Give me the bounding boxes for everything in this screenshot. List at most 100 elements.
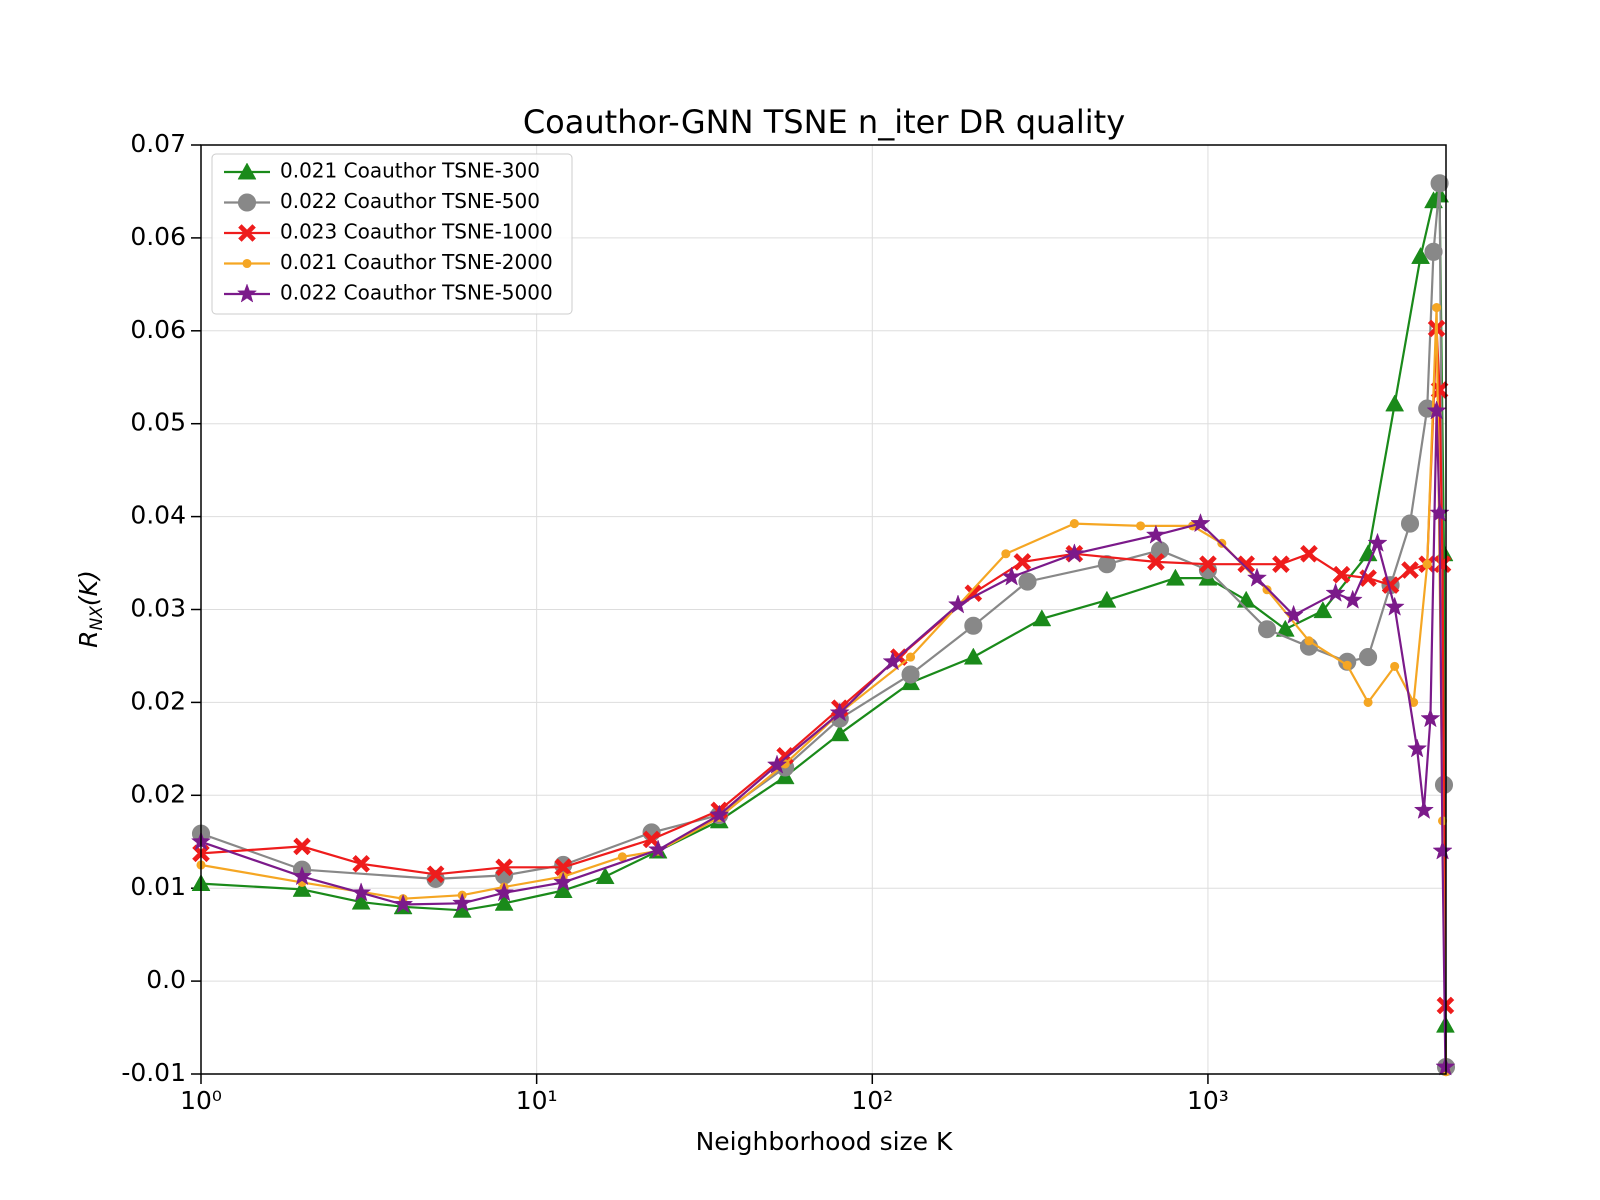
marker [426, 865, 445, 884]
legend-label: 0.022 Coauthor TSNE-500 [280, 189, 540, 213]
marker [242, 258, 252, 269]
marker [1313, 601, 1333, 619]
marker [1136, 521, 1146, 531]
marker [1257, 620, 1277, 639]
marker [238, 224, 256, 242]
marker [392, 893, 414, 914]
marker [1424, 242, 1443, 261]
marker [1199, 555, 1217, 574]
marker [1432, 303, 1442, 313]
marker [1384, 596, 1405, 616]
marker [292, 879, 312, 897]
marker [766, 754, 788, 774]
y-label-sub: NX [87, 606, 107, 631]
marker [494, 893, 514, 911]
marker [1411, 246, 1430, 264]
marker [1342, 589, 1363, 609]
marker [1385, 394, 1405, 412]
marker [350, 882, 372, 902]
chart-title: Coauthor-GNN TSNE n_iter DR quality [523, 103, 1125, 141]
series-line [200, 192, 1447, 1026]
marker [947, 594, 969, 614]
marker [1246, 567, 1268, 587]
marker [1406, 738, 1428, 758]
marker [1064, 543, 1085, 563]
marker [1001, 549, 1011, 559]
marker [642, 830, 661, 849]
marker [1325, 582, 1346, 602]
y-label-main: R [74, 630, 103, 647]
marker [1367, 532, 1388, 552]
marker [1420, 708, 1441, 728]
marker [237, 193, 257, 212]
marker [647, 839, 669, 859]
marker [1342, 660, 1352, 670]
x-tick-label: 10³ [1187, 1086, 1229, 1115]
marker [1432, 840, 1453, 860]
marker [291, 865, 313, 886]
y-axis-label: RNX(K) [74, 570, 107, 648]
y-tick-label: 0.04 [130, 501, 186, 530]
marker [1165, 568, 1185, 586]
legend-label: 0.022 Coauthor TSNE-5000 [280, 281, 553, 305]
marker [1190, 512, 1211, 533]
legend: 0.021 Coauthor TSNE-300 0.022 Coauthor TS… [211, 153, 573, 315]
marker [1097, 590, 1117, 608]
y-tick-label: -0.01 [121, 1058, 186, 1087]
y-tick-label: 0.05 [130, 408, 186, 437]
series-line [200, 307, 1448, 1072]
marker [1332, 565, 1351, 584]
marker [351, 892, 371, 910]
y-tick-label: 0.0 [146, 965, 186, 994]
marker [1145, 524, 1167, 544]
marker [1237, 555, 1256, 574]
marker [1283, 604, 1304, 624]
marker [1413, 799, 1435, 820]
x-tick-label: 10⁰ [180, 1086, 222, 1115]
series-line [200, 410, 1447, 1068]
marker [1359, 648, 1378, 667]
marker [1097, 555, 1116, 574]
x-tick-label: 10² [851, 1086, 893, 1115]
marker [452, 892, 473, 912]
marker [495, 858, 514, 877]
marker [293, 837, 311, 856]
marker [1390, 661, 1400, 671]
marker [882, 651, 903, 671]
marker [617, 852, 627, 862]
marker [1236, 590, 1256, 608]
y-tick-label: 0.02 [130, 779, 186, 808]
marker [905, 652, 916, 662]
marker [964, 616, 983, 635]
y-tick-label: 0.07 [130, 129, 186, 158]
marker [963, 647, 983, 665]
y-tick-label: 0.06 [130, 315, 186, 344]
marker [1304, 636, 1314, 646]
marker [1013, 552, 1032, 571]
marker [1001, 566, 1022, 586]
marker [1363, 697, 1373, 707]
x-axis-label: Neighborhood size K [696, 1127, 953, 1156]
marker [236, 283, 258, 303]
marker [1018, 572, 1037, 591]
marker [1400, 514, 1420, 533]
y-label-arg: (K) [74, 570, 103, 606]
marker [595, 867, 615, 885]
marker [237, 162, 257, 180]
legend-label: 0.021 Coauthor TSNE-300 [280, 159, 540, 183]
marker [1147, 552, 1165, 571]
plot-frame [200, 144, 1447, 1075]
marker [901, 665, 920, 684]
marker [709, 804, 730, 824]
marker [830, 724, 850, 742]
marker [352, 854, 371, 873]
marker [1069, 519, 1079, 529]
y-tick-label: 0.06 [130, 222, 186, 251]
marker [1401, 561, 1419, 579]
y-tick-label: 0.03 [130, 594, 186, 623]
marker [829, 702, 850, 722]
legend-box [211, 153, 573, 315]
marker [1430, 174, 1449, 193]
marker [1300, 544, 1318, 563]
